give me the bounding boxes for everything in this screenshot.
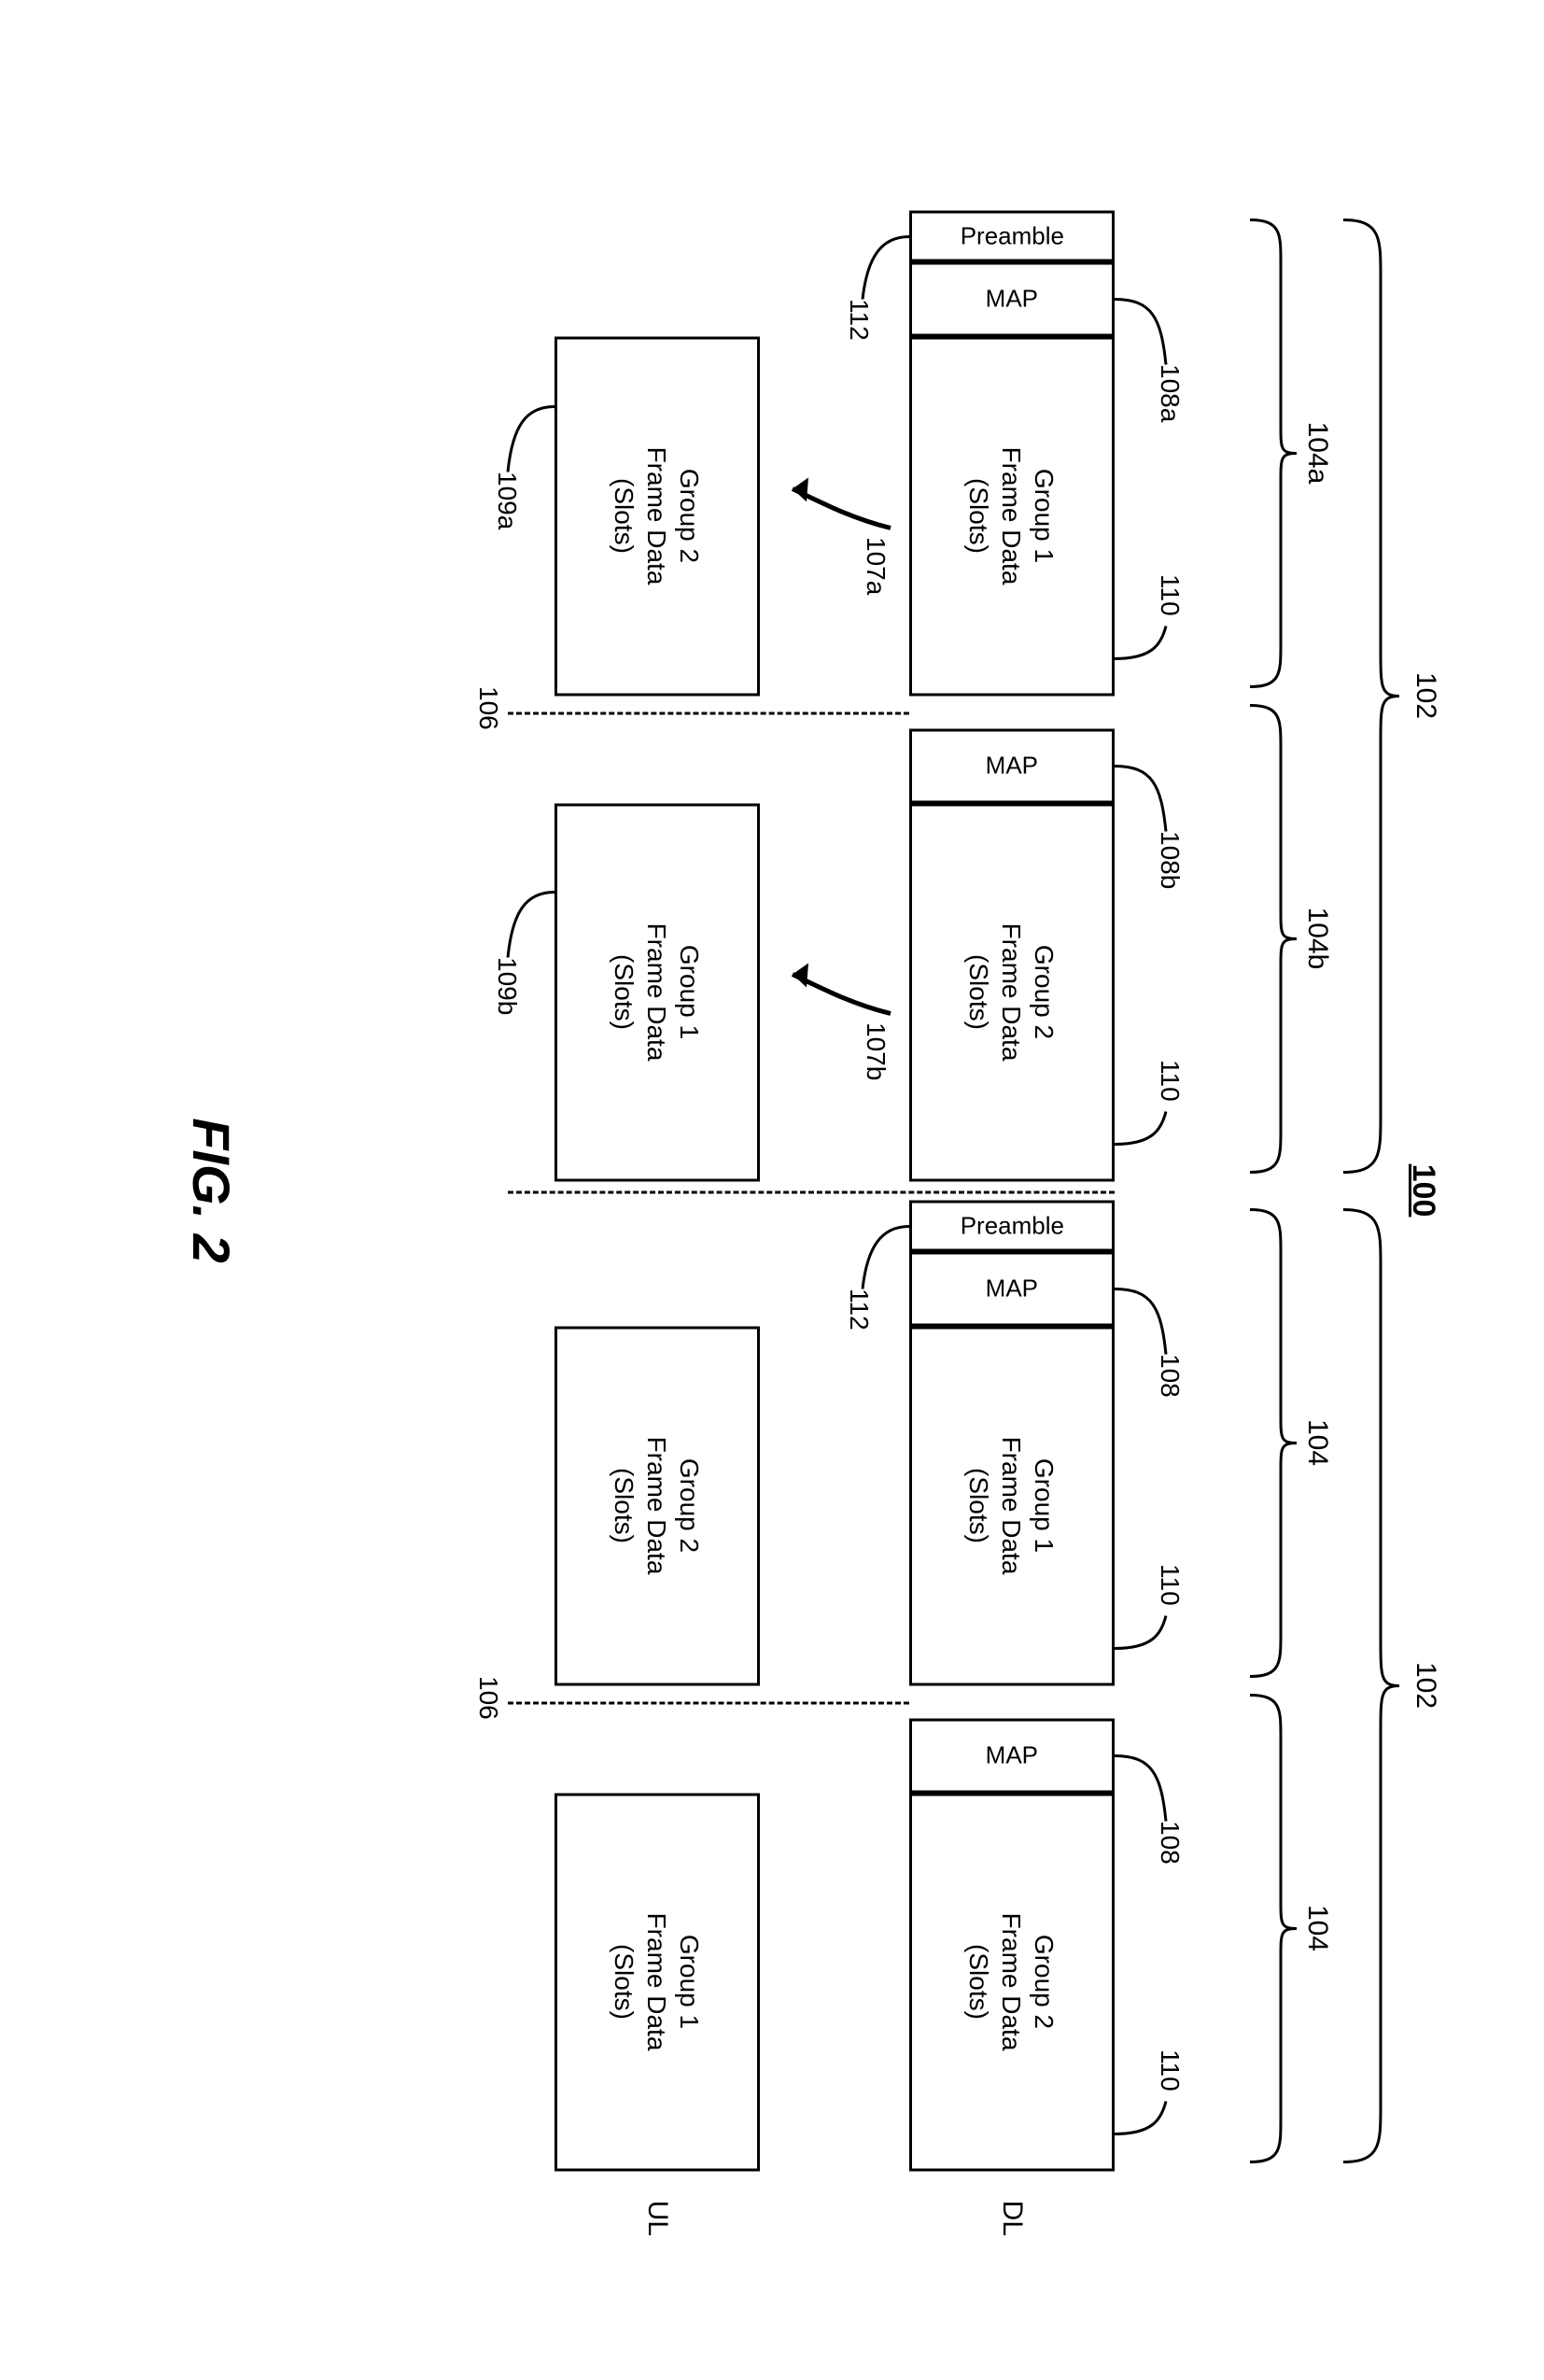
sep-label-3: 106 xyxy=(473,1676,503,1720)
ul-frame-3: Group 2 Frame Data (Slots) xyxy=(554,1326,760,1685)
vsep-3 xyxy=(508,1701,909,1704)
callout-frame-a xyxy=(1115,621,1180,714)
map-box-b: MAP xyxy=(909,728,1115,803)
vsep-2 xyxy=(508,1190,1115,1193)
callout-label-frame-b: 110 xyxy=(1155,1060,1185,1102)
ul-label: UL xyxy=(641,2200,673,2235)
arrow-label-107a: 107a xyxy=(861,537,891,595)
callout-label-ul-a: 109a xyxy=(492,472,522,529)
brace-label-superframe-right: 102 xyxy=(1410,1661,1441,1708)
brace-subframe-3 xyxy=(1245,1200,1301,1685)
ul-frame-4-text: Group 1 Frame Data (Slots) xyxy=(609,1912,707,2050)
callout-label-preamble-3: 112 xyxy=(844,1289,874,1331)
callout-label-frame-4: 110 xyxy=(1155,2049,1185,2091)
callout-frame-4 xyxy=(1115,2096,1180,2190)
vsep-1 xyxy=(508,711,909,714)
preamble-box-3: Preamble xyxy=(909,1200,1115,1251)
figure-reference: 100 xyxy=(1405,1163,1441,1217)
brace-label-subframe-4: 104 xyxy=(1301,1904,1333,1950)
callout-label-frame-3: 110 xyxy=(1155,1564,1185,1606)
callout-map-a xyxy=(1115,261,1180,373)
callout-label-map-a: 108a xyxy=(1155,364,1185,422)
dl-frame-b-text: Group 2 Frame Data (Slots) xyxy=(963,922,1061,1061)
arrow-107b xyxy=(769,957,900,1032)
dl-frame-4-text: Group 2 Frame Data (Slots) xyxy=(963,1912,1061,2050)
ul-frame-3-text: Group 2 Frame Data (Slots) xyxy=(609,1436,707,1574)
brace-label-superframe-left: 102 xyxy=(1410,671,1441,718)
arrow-107a xyxy=(769,472,900,546)
map-box-a: MAP xyxy=(909,261,1115,336)
callout-label-map-3: 108 xyxy=(1155,1354,1185,1398)
ul-frame-a-text: Group 2 Frame Data (Slots) xyxy=(609,446,707,584)
dl-frame-b: Group 2 Frame Data (Slots) xyxy=(909,803,1115,1181)
brace-subframe-b xyxy=(1245,696,1301,1181)
map-box-4: MAP xyxy=(909,1718,1115,1793)
figure-caption: FIG. 2 xyxy=(181,1118,242,1263)
brace-superframe-left xyxy=(1339,210,1404,1181)
map-text-3: MAP xyxy=(986,1273,1038,1303)
callout-label-ul-b: 109b xyxy=(492,957,522,1015)
arrow-label-107b: 107b xyxy=(861,1022,891,1080)
brace-subframe-a xyxy=(1245,210,1301,696)
preamble-text-3: Preamble xyxy=(960,1210,1063,1241)
callout-label-map-4: 108 xyxy=(1155,1821,1185,1865)
ul-frame-b-text: Group 1 Frame Data (Slots) xyxy=(609,922,707,1061)
callout-frame-3 xyxy=(1115,1611,1180,1704)
preamble-text-a: Preamble xyxy=(960,220,1063,251)
brace-label-subframe-b: 104b xyxy=(1301,907,1333,969)
brace-label-subframe-a: 104a xyxy=(1301,421,1333,484)
sep-label-1: 106 xyxy=(473,686,503,730)
callout-map-b xyxy=(1115,728,1180,840)
dl-frame-4: Group 2 Frame Data (Slots) xyxy=(909,1793,1115,2171)
dl-frame-3-text: Group 1 Frame Data (Slots) xyxy=(963,1436,1061,1574)
dl-frame-a: Group 1 Frame Data (Slots) xyxy=(909,336,1115,696)
dl-frame-a-text: Group 1 Frame Data (Slots) xyxy=(963,446,1061,584)
ul-frame-b: Group 1 Frame Data (Slots) xyxy=(554,803,760,1181)
map-text-a: MAP xyxy=(986,283,1038,314)
callout-map-3 xyxy=(1115,1251,1180,1363)
map-text-4: MAP xyxy=(986,1739,1038,1770)
callout-label-frame-a: 110 xyxy=(1155,574,1185,616)
dl-label: DL xyxy=(996,2200,1028,2235)
brace-label-subframe-3: 104 xyxy=(1301,1418,1333,1465)
brace-subframe-4 xyxy=(1245,1685,1301,2171)
frame-diagram: 100 FIG. 2 102 102 104a xyxy=(330,210,1357,2171)
callout-map-4 xyxy=(1115,1718,1180,1830)
ul-frame-a: Group 2 Frame Data (Slots) xyxy=(554,336,760,696)
map-box-3: MAP xyxy=(909,1251,1115,1326)
dl-frame-3: Group 1 Frame Data (Slots) xyxy=(909,1326,1115,1685)
map-text-b: MAP xyxy=(986,750,1038,781)
callout-label-map-b: 108b xyxy=(1155,831,1185,889)
ul-frame-4: Group 1 Frame Data (Slots) xyxy=(554,1793,760,2171)
callout-frame-b xyxy=(1115,1106,1180,1200)
callout-label-preamble-a: 112 xyxy=(844,299,874,341)
brace-superframe-right xyxy=(1339,1200,1404,2171)
preamble-box-a: Preamble xyxy=(909,210,1115,261)
